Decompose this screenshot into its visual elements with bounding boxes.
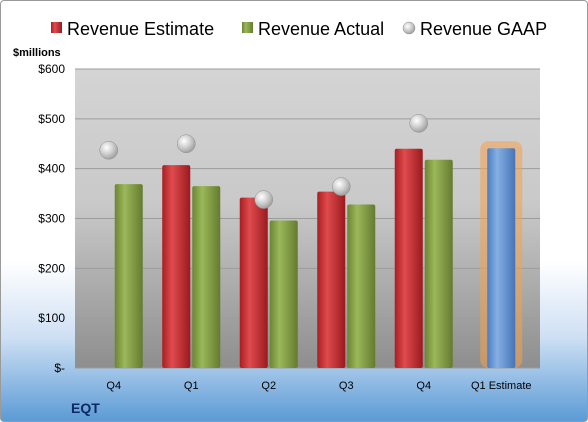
x-tick-label: Q4 — [106, 380, 121, 392]
legend-label-gaap: Revenue GAAP — [420, 19, 547, 39]
bar-revenue-estimate — [239, 197, 268, 368]
x-tick-label: Q1 Estimate — [471, 380, 532, 392]
y-tick-label: $- — [54, 361, 65, 375]
y-tick-label: $500 — [38, 112, 65, 126]
point-revenue-gaap — [332, 177, 351, 196]
x-tick-label: Q3 — [339, 380, 354, 392]
bar-revenue-estimate — [394, 148, 423, 368]
bar-revenue-actual — [114, 184, 143, 368]
bar-revenue-estimate — [162, 165, 191, 368]
point-revenue-gaap — [177, 134, 196, 153]
bar-revenue-estimate-future — [487, 148, 516, 368]
bar-revenue-actual — [347, 204, 376, 368]
point-revenue-gaap — [254, 190, 273, 209]
legend-label-actual: Revenue Actual — [258, 19, 384, 39]
x-tick-label: Q4 — [416, 380, 431, 392]
point-revenue-gaap — [99, 140, 118, 160]
bar-revenue-actual — [269, 220, 298, 368]
legend: Revenue Estimate Revenue Actual Revenue … — [51, 19, 547, 39]
legend-swatch-estimate — [51, 22, 62, 33]
y-tick-label: $300 — [38, 212, 65, 226]
legend-swatch-gaap — [402, 21, 416, 35]
y-tick-label: $200 — [38, 261, 65, 275]
bar-revenue-actual — [192, 186, 221, 368]
y-tick-label: $400 — [38, 162, 65, 176]
legend-label-estimate: Revenue Estimate — [67, 19, 214, 39]
bar-revenue-actual — [424, 159, 453, 368]
y-tick-label: $100 — [38, 311, 65, 325]
ticker-label: EQT — [71, 400, 100, 416]
point-revenue-gaap — [409, 114, 428, 133]
x-tick-label: Q2 — [261, 380, 276, 392]
bar-revenue-estimate — [317, 191, 346, 368]
x-tick-label: Q1 — [184, 380, 199, 392]
y-tick-label: $600 — [38, 62, 65, 76]
legend-swatch-actual — [242, 22, 253, 33]
y-axis-unit-label: $millions — [13, 47, 61, 59]
